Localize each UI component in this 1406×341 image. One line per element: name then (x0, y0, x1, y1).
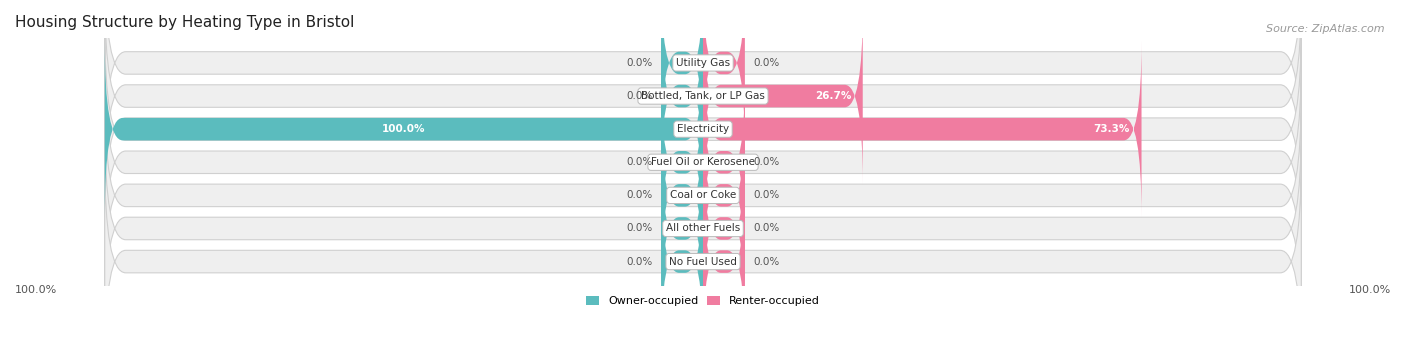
FancyBboxPatch shape (661, 107, 703, 283)
Text: 0.0%: 0.0% (754, 256, 780, 267)
FancyBboxPatch shape (661, 0, 703, 151)
FancyBboxPatch shape (703, 174, 745, 341)
Text: Fuel Oil or Kerosene: Fuel Oil or Kerosene (651, 157, 755, 167)
Text: Housing Structure by Heating Type in Bristol: Housing Structure by Heating Type in Bri… (15, 15, 354, 30)
FancyBboxPatch shape (104, 157, 1302, 341)
Text: 0.0%: 0.0% (754, 190, 780, 201)
Text: 0.0%: 0.0% (754, 223, 780, 234)
Text: 0.0%: 0.0% (626, 58, 652, 68)
FancyBboxPatch shape (104, 91, 1302, 300)
FancyBboxPatch shape (661, 74, 703, 250)
Text: 0.0%: 0.0% (626, 91, 652, 101)
Text: 0.0%: 0.0% (754, 58, 780, 68)
Legend: Owner-occupied, Renter-occupied: Owner-occupied, Renter-occupied (581, 291, 825, 311)
Text: 0.0%: 0.0% (626, 256, 652, 267)
FancyBboxPatch shape (661, 174, 703, 341)
FancyBboxPatch shape (703, 0, 745, 151)
FancyBboxPatch shape (104, 58, 1302, 267)
Text: 73.3%: 73.3% (1094, 124, 1130, 134)
Text: 100.0%: 100.0% (15, 285, 58, 295)
FancyBboxPatch shape (703, 8, 863, 184)
FancyBboxPatch shape (703, 140, 745, 316)
Text: Electricity: Electricity (676, 124, 730, 134)
Text: Bottled, Tank, or LP Gas: Bottled, Tank, or LP Gas (641, 91, 765, 101)
Text: 26.7%: 26.7% (814, 91, 851, 101)
Text: 100.0%: 100.0% (382, 124, 426, 134)
Text: 0.0%: 0.0% (754, 157, 780, 167)
Text: 0.0%: 0.0% (626, 190, 652, 201)
Text: Source: ZipAtlas.com: Source: ZipAtlas.com (1267, 24, 1385, 34)
Text: Utility Gas: Utility Gas (676, 58, 730, 68)
FancyBboxPatch shape (104, 0, 1302, 167)
Text: Coal or Coke: Coal or Coke (669, 190, 737, 201)
FancyBboxPatch shape (703, 107, 745, 283)
FancyBboxPatch shape (104, 25, 1302, 234)
Text: All other Fuels: All other Fuels (666, 223, 740, 234)
FancyBboxPatch shape (104, 124, 1302, 333)
Text: 0.0%: 0.0% (626, 157, 652, 167)
FancyBboxPatch shape (104, 41, 703, 217)
FancyBboxPatch shape (661, 8, 703, 184)
Text: No Fuel Used: No Fuel Used (669, 256, 737, 267)
Text: 100.0%: 100.0% (1348, 285, 1391, 295)
FancyBboxPatch shape (104, 0, 1302, 201)
FancyBboxPatch shape (661, 140, 703, 316)
FancyBboxPatch shape (703, 74, 745, 250)
FancyBboxPatch shape (703, 41, 1142, 217)
Text: 0.0%: 0.0% (626, 223, 652, 234)
